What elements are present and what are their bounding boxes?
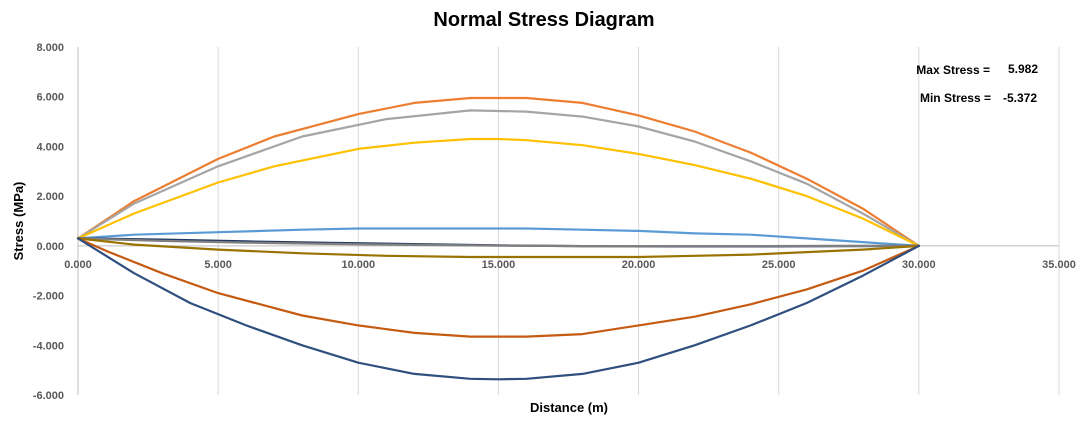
y-axis-title: Stress (MPa) bbox=[11, 182, 26, 261]
y-tick-label: -4.000 bbox=[33, 340, 64, 352]
x-axis-title: Distance (m) bbox=[530, 400, 608, 415]
y-tick-label: 0.000 bbox=[36, 241, 64, 253]
x-tick-label: 15.000 bbox=[482, 259, 516, 271]
max-stress-value: 5.982 bbox=[1008, 62, 1038, 76]
x-tick-label: 5.000 bbox=[204, 259, 232, 271]
series-line-4 bbox=[76, 227, 921, 247]
min-stress-value: -5.372 bbox=[1003, 91, 1037, 105]
y-tick-label: 8.000 bbox=[36, 42, 64, 54]
x-tick-label: 20.000 bbox=[622, 259, 656, 271]
y-tick-label: 4.000 bbox=[36, 141, 64, 153]
y-tick-label: 6.000 bbox=[36, 92, 64, 104]
series-line-3 bbox=[76, 137, 921, 247]
series-line-2 bbox=[76, 109, 921, 247]
tick-layer: -6.000 -4.000 -2.000 0.000 2.000 4.000 6.000 8.… bbox=[33, 42, 1076, 402]
y-tick-label: -6.000 bbox=[33, 390, 64, 402]
x-tick-label: 0.000 bbox=[64, 259, 92, 271]
series-line-7 bbox=[76, 237, 921, 259]
y-tick-label: -2.000 bbox=[33, 291, 64, 303]
series-line-6 bbox=[76, 237, 921, 248]
series-line-1 bbox=[76, 96, 921, 247]
grid-layer bbox=[217, 47, 1060, 395]
y-tick-label: 2.000 bbox=[36, 191, 64, 203]
axis-layer bbox=[77, 47, 1059, 395]
x-tick-label: 35.000 bbox=[1042, 259, 1076, 271]
min-stress-label: Min Stress = bbox=[920, 91, 991, 105]
chart-title: Normal Stress Diagram bbox=[433, 9, 654, 31]
x-tick-label: 10.000 bbox=[341, 259, 375, 271]
max-stress-label: Max Stress = bbox=[916, 63, 990, 77]
series-line-8 bbox=[76, 237, 921, 338]
x-tick-label: 25.000 bbox=[762, 259, 796, 271]
series-layer bbox=[76, 96, 921, 381]
series-line-9 bbox=[76, 237, 921, 381]
x-tick-label: 30.000 bbox=[902, 259, 936, 271]
